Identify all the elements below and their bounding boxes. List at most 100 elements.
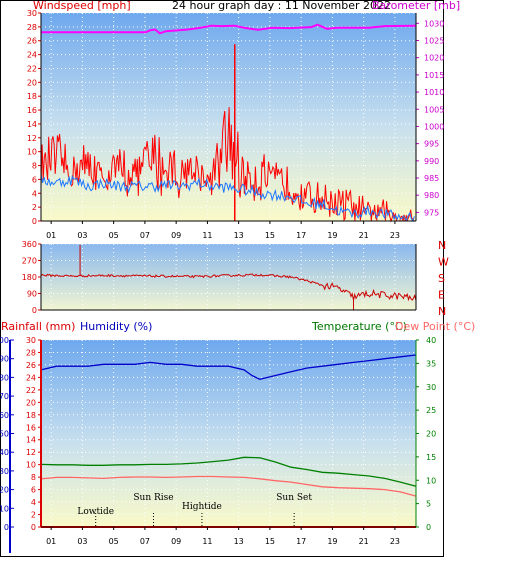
compass-letter: S (438, 272, 445, 285)
temperature-y-tick-label: 0 (426, 523, 431, 532)
rain-y-tick-label: 18 (26, 411, 36, 420)
temp-plot-area (41, 340, 416, 527)
rain-y-tick-label: 10 (26, 461, 36, 470)
wind-x-tick-label: 09 (171, 231, 181, 240)
direction-y-tick-label: 0 (32, 306, 37, 315)
rain-y-tick-label: 26 (26, 361, 36, 370)
barometer-y-tick-label: 1015 (424, 71, 444, 80)
rainfall-axis-label: Rainfall (mm) (1, 320, 75, 333)
annotation-label: Hightide (182, 502, 222, 512)
direction-y-tick-label: 90 (27, 290, 37, 299)
barometer-y-tick-label: 1010 (424, 88, 444, 97)
compass-letter: N (438, 239, 446, 252)
temperature-y-tick-label: 25 (426, 406, 436, 415)
temp-x-tick-label: 21 (359, 537, 369, 546)
rain-y-tick-label: 12 (26, 448, 36, 457)
rain-y-tick-label: 22 (26, 386, 36, 395)
temp-x-tick-label: 15 (265, 537, 275, 546)
temp-x-tick-label: 03 (77, 537, 87, 546)
wind-y-tick-label: 6 (32, 175, 37, 184)
direction-y-tick-label: 270 (22, 257, 37, 266)
wind-x-tick-label: 23 (390, 231, 400, 240)
temperature-y-tick-label: 15 (426, 453, 436, 462)
annotation-label: Sun Set (276, 493, 312, 503)
barometer-y-tick-label: 1020 (424, 54, 444, 63)
barometer-y-tick-label: 990 (424, 157, 439, 166)
temp-x-tick-label: 13 (234, 537, 244, 546)
wind-x-tick-label: 07 (140, 231, 150, 240)
humidity-y-tick-label: 70 (0, 392, 9, 401)
temperature-y-axis: 0 5 10 15 20 25 30 35 40 (416, 336, 436, 532)
humidity-y-tick-label: 80 (0, 373, 9, 382)
wind-y-tick-label: 18 (27, 92, 37, 101)
wind-y-tick-label: 2 (32, 203, 37, 212)
temp-grid (41, 339, 416, 528)
temperature-axis-label: Temperature (°C) (311, 320, 407, 333)
temperature-y-tick-label: 35 (426, 359, 436, 368)
humidity-y-tick-label: 40 (0, 448, 9, 457)
wind-y-tick-label: 0 (32, 217, 37, 226)
wind-y-tick-label: 26 (27, 37, 37, 46)
wind-y-tick-label: 30 (27, 9, 37, 18)
direction-y-tick-label: 180 (22, 273, 37, 282)
wind-x-ticks: 01 03 05 07 09 11 13 15 17 19 21 23 (46, 221, 400, 240)
rain-y-tick-label: 0 (31, 523, 36, 532)
rain-y-tick-label: 28 (26, 348, 36, 357)
rain-y-tick-label: 14 (26, 436, 36, 445)
humidity-line (40, 354, 417, 380)
barometer-y-tick-label: 1025 (424, 37, 444, 46)
wind-x-tick-label: 03 (77, 231, 87, 240)
temperature-line (40, 456, 417, 487)
wind-average-line (40, 174, 415, 223)
wind-y-tick-label: 4 (32, 189, 37, 198)
annotation-label: Sun Rise (133, 493, 173, 503)
temp-x-tick-label: 11 (202, 537, 212, 546)
wind-y-tick-label: 24 (27, 51, 37, 60)
barometer-y-tick-label: 980 (424, 191, 439, 200)
chart-title: 24 hour graph day : 11 November 2022 (172, 0, 391, 12)
rain-y-tick-label: 24 (26, 373, 36, 382)
rain-y-tick-label: 20 (26, 398, 36, 407)
temp-x-ticks: 01 03 05 07 09 11 13 15 17 19 21 23 (46, 527, 400, 546)
barometer-y-tick-label: 1030 (424, 19, 444, 28)
wind-series-group (40, 23, 417, 223)
rain-y-tick-label: 2 (31, 511, 36, 520)
direction-series-group (40, 244, 417, 310)
temperature-y-tick-label: 5 (426, 500, 431, 509)
wind-y-tick-label: 14 (27, 120, 37, 129)
humidity-y-tick-label: 50 (0, 430, 9, 439)
wind-y-tick-label: 16 (27, 106, 37, 115)
humidity-y-tick-label: 90 (0, 355, 9, 364)
rain-y-tick-label: 6 (31, 486, 36, 495)
temp-x-tick-label: 07 (140, 537, 150, 546)
annotation-label: Lowtide (77, 507, 114, 517)
barometer-y-tick-label: 1005 (424, 105, 444, 114)
humidity-y-tick-label: 100 (0, 336, 9, 345)
barometer-y-tick-label: 975 (424, 208, 439, 217)
temp-x-tick-label: 09 (171, 537, 181, 546)
wind-x-tick-label: 21 (359, 231, 369, 240)
wind-grid (41, 12, 416, 222)
temperature-y-tick-label: 40 (426, 336, 436, 345)
barometer-line (41, 23, 417, 35)
wind-axis-label: Windspeed [mph] (33, 0, 131, 12)
humidity-y-tick-label: 0 (4, 523, 9, 532)
rain-y-tick-label: 16 (26, 423, 36, 432)
compass-letter: W (438, 256, 449, 269)
humidity-y-axis: 0 10 20 30 40 50 60 70 80 90 100 (0, 336, 14, 532)
wind-y-tick-label: 22 (27, 64, 37, 73)
temperature-y-tick-label: 30 (426, 383, 436, 392)
outer-frame (0, 0, 444, 557)
dewpoint-line (40, 475, 417, 497)
wind-x-tick-label: 13 (234, 231, 244, 240)
dewpoint-axis-label: Dew Point (°C) (395, 320, 475, 333)
wind-x-tick-label: 19 (327, 231, 337, 240)
wind-y-tick-label: 12 (27, 134, 37, 143)
direction-y-tick-label: 360 (22, 240, 37, 249)
rain-y-tick-label: 4 (31, 498, 36, 507)
barometer-axis-label: Barometer [mb] (372, 0, 460, 12)
